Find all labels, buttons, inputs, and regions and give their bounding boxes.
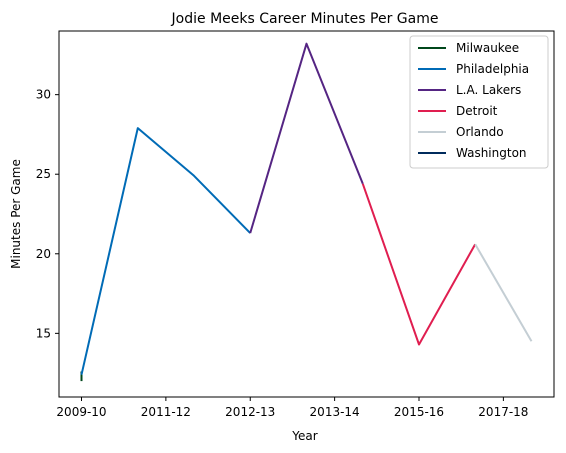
series-line-orlando	[474, 243, 533, 342]
x-tick-label: 2015-16	[394, 405, 444, 419]
legend-label: Milwaukee	[456, 41, 519, 55]
legend-label: Washington	[456, 146, 527, 160]
y-tick-label: 20	[36, 247, 51, 261]
y-axis-label: Minutes Per Game	[9, 159, 23, 269]
legend-label: Detroit	[456, 104, 498, 118]
series-line-detroit	[361, 183, 477, 346]
series-line-philadelphia	[80, 127, 251, 375]
x-axis-label: Year	[291, 429, 317, 443]
x-tick-label: 2009-10	[56, 405, 106, 419]
chart-title: Jodie Meeks Career Minutes Per Game	[171, 11, 439, 27]
series-line-l-a-lakers	[249, 42, 364, 234]
y-axis: 15 20 25 30	[36, 88, 59, 340]
legend-label: Philadelphia	[456, 62, 529, 76]
legend: Milwaukee Philadelphia L.A. Lakers Detroit O…	[409, 35, 549, 169]
legend-label: Orlando	[456, 125, 504, 139]
y-tick-label: 15	[36, 326, 51, 340]
x-tick-label: 2017-18	[478, 405, 528, 419]
x-axis: 2009-10 2011-12 2012-13 2013-14 2015-16 2017-…	[56, 397, 528, 419]
x-tick-label: 2011-12	[141, 405, 191, 419]
x-tick-label: 2013-14	[310, 405, 360, 419]
plot-frame	[58, 30, 555, 398]
y-tick-label: 25	[36, 167, 51, 181]
plot-lines	[80, 42, 533, 382]
legend-label: L.A. Lakers	[456, 83, 521, 97]
x-tick-label: 2012-13	[225, 405, 275, 419]
y-tick-label: 30	[36, 88, 51, 102]
